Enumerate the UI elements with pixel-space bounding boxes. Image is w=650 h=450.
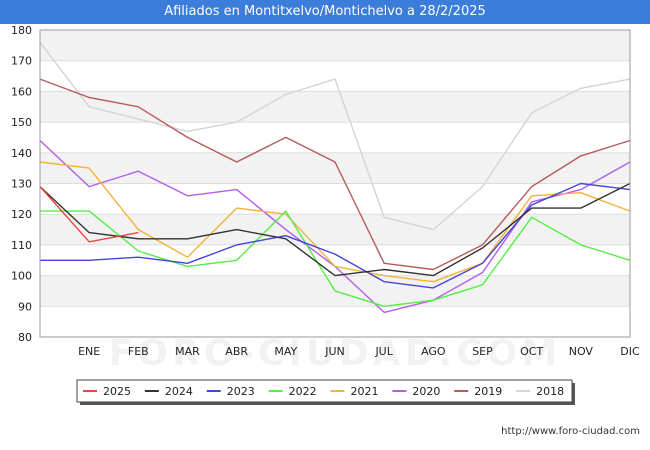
y-tick-label: 80	[18, 331, 32, 344]
x-tick-label: ENE	[78, 345, 100, 358]
plot-band	[40, 214, 630, 245]
legend-label-2021: 2021	[351, 385, 379, 398]
x-axis: ENE FEB MAR ABR MAY JUN JUL AGO SEP OCT NOV DIC	[78, 345, 640, 358]
x-tick-label: DIC	[620, 345, 640, 358]
x-tick-label: AGO	[421, 345, 446, 358]
x-tick-label: NOV	[569, 345, 594, 358]
y-tick-label: 160	[11, 85, 32, 98]
x-tick-label: SEP	[472, 345, 493, 358]
y-axis: 80 90 100 110 120 130 140 150 160 170 180	[11, 24, 32, 344]
series-line-2024	[39, 182, 631, 277]
plot-band	[40, 30, 630, 61]
legend-box	[76, 379, 573, 403]
y-tick-label: 90	[18, 300, 32, 313]
legend-label-2022: 2022	[289, 385, 317, 398]
series-line-2019	[39, 78, 631, 271]
x-tick-label: JUL	[374, 345, 393, 358]
series-line-2023	[40, 182, 631, 289]
x-tick-label: FEB	[128, 345, 149, 358]
series-line-2021	[39, 161, 631, 283]
legend-label-2025: 2025	[103, 385, 131, 398]
watermark: FORO-CIUDAD.COM	[109, 333, 561, 374]
source-url[interactable]: http://www.foro-ciudad.com	[501, 426, 640, 437]
chart-title: Afiliados en Montitxelvo/Montichelvo a 2…	[164, 4, 486, 19]
series-line-2025	[39, 186, 139, 243]
x-tick-label: JUN	[324, 345, 345, 358]
y-tick-label: 110	[11, 239, 32, 252]
legend-label-2023: 2023	[227, 385, 255, 398]
plot-frame	[39, 29, 631, 338]
series-lines	[39, 41, 631, 314]
x-tick-label: MAY	[274, 345, 297, 358]
legend-label-2019: 2019	[474, 385, 502, 398]
plot-bands	[40, 30, 630, 307]
x-tick-label: OCT	[520, 345, 543, 358]
plot-band	[40, 91, 630, 123]
title-bar	[0, 0, 650, 24]
x-tick-label: MAR	[175, 345, 200, 358]
y-tick-label: 120	[11, 208, 32, 221]
plot-band	[40, 152, 630, 184]
y-tick-label: 180	[11, 24, 32, 37]
y-tick-label: 100	[11, 270, 32, 283]
legend-label-2020: 2020	[412, 385, 440, 398]
legend-label-2018: 2018	[536, 385, 564, 398]
series-line-2018	[39, 41, 631, 231]
legend: 2025 2024 2023 2022 2021 2020 2019 2018	[76, 379, 575, 405]
plot-border	[39, 29, 631, 338]
y-tick-label: 140	[11, 147, 32, 160]
y-tick-label: 170	[11, 55, 32, 68]
legend-label-2024: 2024	[165, 385, 193, 398]
y-tick-label: 130	[11, 178, 32, 191]
x-tick-label: ABR	[225, 345, 248, 358]
series-line-2022	[40, 210, 631, 307]
y-tick-label: 150	[11, 116, 32, 129]
